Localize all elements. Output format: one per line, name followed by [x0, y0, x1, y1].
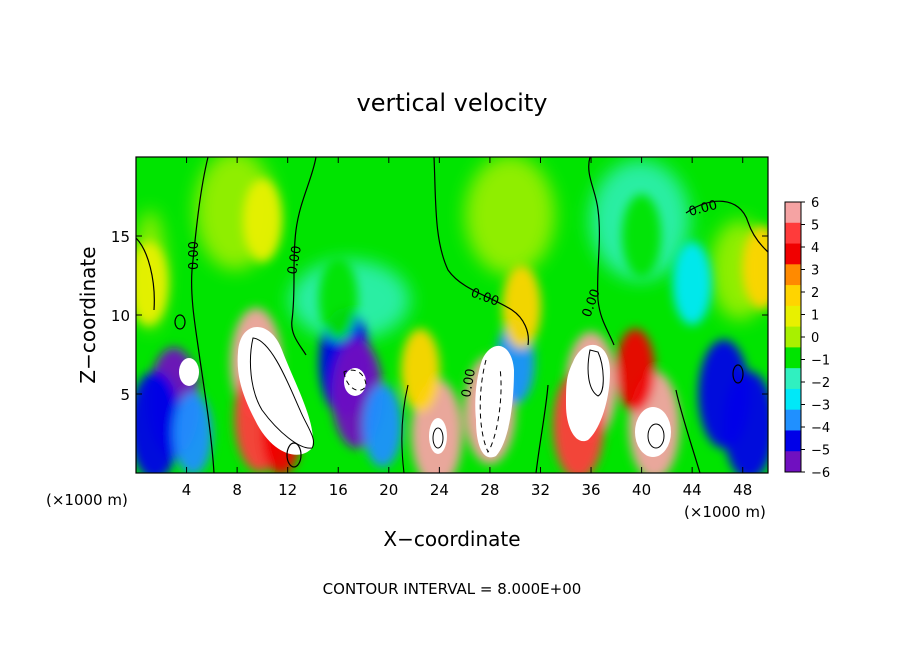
colorbar-swatch	[785, 347, 801, 369]
colorbar-swatch	[785, 305, 801, 328]
x-tick-label: 12	[278, 481, 297, 499]
velocity-cell	[318, 257, 358, 341]
velocity-cell	[400, 328, 440, 412]
colorbar-tick-label: 5	[811, 219, 819, 234]
colorbar-tick-label: −4	[811, 421, 830, 436]
velocity-cell	[672, 241, 712, 325]
y-axis-label: Z−coordinate	[76, 246, 100, 383]
colorbar-tick-label: −3	[811, 399, 830, 414]
contour-label: 0.00	[285, 245, 305, 276]
colorbar-swatch	[785, 202, 801, 224]
colorbar-swatch	[785, 222, 801, 245]
x-axis-label: X−coordinate	[383, 527, 520, 551]
x-tick-label: 36	[581, 481, 600, 499]
contour-label: 0.00	[687, 198, 719, 220]
velocity-cell	[362, 384, 402, 468]
x-axis: 4 8 12 16 20 24 28 32 36 40 44 48	[182, 157, 752, 499]
colorbar-tick-label: −1	[811, 354, 830, 369]
x-tick-label: 32	[531, 481, 550, 499]
colorbar-swatch	[785, 368, 801, 390]
x-tick-label: 24	[430, 481, 449, 499]
y-tick-label: 15	[111, 228, 130, 246]
contour-lines	[136, 157, 768, 473]
colorbar-swatch	[785, 451, 801, 473]
colorbar-swatch	[785, 388, 801, 411]
x-tick-label: 16	[329, 481, 348, 499]
colorbar-tick-label: 0	[811, 331, 819, 346]
velocity-cell	[242, 178, 282, 262]
y-tick-label: 10	[111, 307, 130, 325]
velocity-field: 0.00 0.00 0.00 0.00 0.00 0.00	[136, 157, 768, 473]
colorbar-swatch	[785, 409, 801, 431]
x-tick-label: 20	[379, 481, 398, 499]
x-tick-label: 40	[632, 481, 651, 499]
x-axis-unit-left: (×1000 m)	[46, 491, 128, 509]
velocity-cell	[173, 391, 213, 473]
colorbar-tick-label: 1	[811, 309, 819, 324]
colorbar-swatch	[785, 430, 801, 452]
contour-label: 0.00	[187, 241, 202, 270]
colorbar-swatch	[785, 264, 801, 286]
colorbar-tick-label: −6	[811, 466, 830, 481]
velocity-cell	[723, 371, 768, 473]
velocity-cell	[136, 371, 181, 473]
colorbar-swatch	[785, 243, 801, 265]
y-axis: 5 10 15	[111, 228, 768, 404]
colorbar-swatch	[785, 326, 801, 348]
colorbar-tick-label: −5	[811, 444, 830, 459]
y-tick-label: 5	[120, 386, 130, 404]
colorbar-tick-label: 3	[811, 264, 819, 279]
colorbar: 6 5 4 3 2 1 0 −1 −2 −3 −4 −5 −6	[784, 196, 830, 481]
colorbar-swatch	[785, 285, 801, 307]
velocity-cell	[136, 241, 169, 325]
chart-title: vertical velocity	[357, 89, 548, 117]
x-tick-label: 8	[232, 481, 242, 499]
x-tick-label: 44	[683, 481, 702, 499]
x-tick-label: 28	[480, 481, 499, 499]
colorbar-tick-label: 2	[811, 286, 819, 301]
velocity-cell	[615, 328, 655, 412]
velocity-cell	[742, 226, 768, 310]
x-tick-label: 4	[182, 481, 192, 499]
colorbar-tick-label: 4	[811, 241, 819, 256]
velocity-cell	[502, 265, 542, 349]
saturated-cores	[179, 326, 671, 458]
colorbar-tick-label: 6	[811, 196, 819, 211]
contour-labels: 0.00 0.00 0.00 0.00 0.00 0.00	[187, 198, 719, 399]
velocity-cell	[622, 194, 662, 278]
contour-label: 0.00	[459, 368, 479, 399]
x-tick-label: 48	[733, 481, 752, 499]
contour-interval-note: CONTOUR INTERVAL = 8.000E+00	[323, 580, 582, 598]
colorbar-tick-label: −2	[811, 376, 830, 391]
x-axis-unit-right: (×1000 m)	[684, 503, 766, 521]
